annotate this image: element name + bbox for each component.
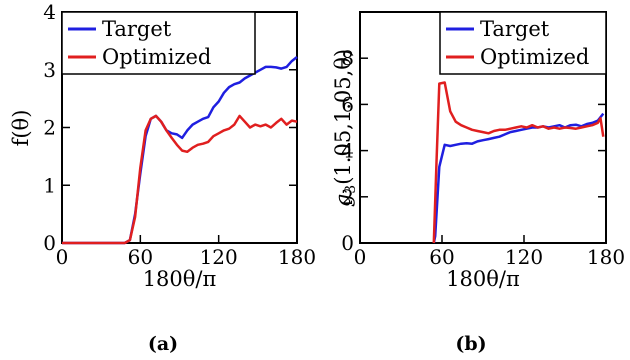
series-line-optimized xyxy=(432,81,605,244)
series-line-target xyxy=(432,112,605,244)
y-tick-label: 8 xyxy=(341,46,354,70)
y-axis-label: g3(1.05,1.05,θ) xyxy=(331,49,359,207)
y-tick-label: 0 xyxy=(43,231,56,255)
x-tick-label: 180 xyxy=(278,245,316,269)
legend-label-optimized: Optimized xyxy=(480,45,589,69)
y-tick-label: 1 xyxy=(43,173,56,197)
panel-caption: (b) xyxy=(455,333,486,355)
legend: Target Optimized xyxy=(61,11,256,75)
legend-box xyxy=(61,11,256,75)
x-tick-label: 180 xyxy=(587,245,625,269)
y-tick-label: 0 xyxy=(341,231,354,255)
x-axis-label: 180θ/π xyxy=(143,267,217,291)
x-tick-label: 60 xyxy=(429,245,454,269)
x-tick-label: 120 xyxy=(505,245,543,269)
y-axis-label: f(θ) xyxy=(9,110,33,147)
series-line-optimized xyxy=(62,114,298,245)
panel-caption: (a) xyxy=(148,333,178,355)
x-axis-label: 180θ/π xyxy=(446,267,520,291)
x-tick-label: 60 xyxy=(128,245,153,269)
chart-panel-a: 0 60 120 180 0 1 2 3 4 Target Optimized 180θ/π f(θ) (… xyxy=(9,0,316,355)
legend: Target Optimized xyxy=(439,11,607,75)
y-tick-label: 4 xyxy=(43,0,56,24)
legend-box xyxy=(439,11,607,75)
y-tick-label: 2 xyxy=(341,185,354,209)
legend-label-target: Target xyxy=(480,17,550,41)
y-tick-label: 6 xyxy=(341,92,354,116)
x-tick-label: 120 xyxy=(200,245,238,269)
y-tick-label: 2 xyxy=(43,116,56,140)
chart-panel-b: 0 60 120 180 0 2 4 6 8 Target Optimized 180θ/π g3(1.… xyxy=(331,11,625,355)
x-tick-label: 0 xyxy=(354,245,367,269)
legend-label-target: Target xyxy=(102,17,172,41)
y-tick-label: 4 xyxy=(341,139,354,163)
series-line-target xyxy=(62,56,298,245)
y-tick-label: 3 xyxy=(43,58,56,82)
x-tick-label: 0 xyxy=(56,245,69,269)
legend-label-optimized: Optimized xyxy=(102,45,211,69)
